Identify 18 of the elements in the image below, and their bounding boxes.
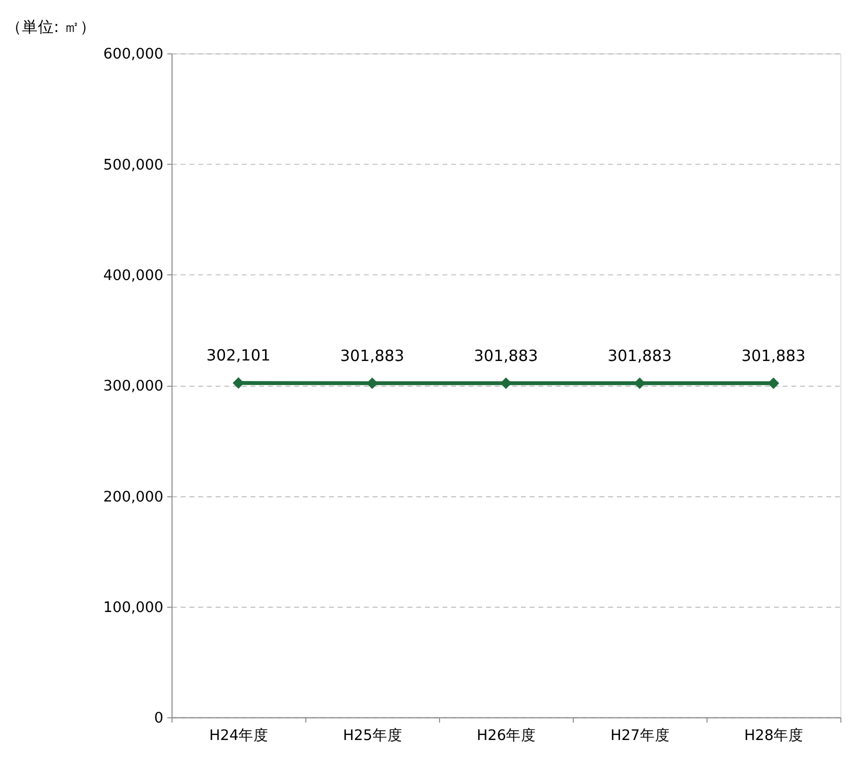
- data-label: 302,101: [206, 346, 270, 365]
- x-tick-label: H24年度: [209, 727, 269, 744]
- y-tick-label: 600,000: [103, 46, 164, 63]
- x-tick-label: H28年度: [744, 727, 804, 744]
- x-tick-label: H26年度: [476, 727, 536, 744]
- data-label: 301,883: [741, 346, 806, 365]
- y-tick-label: 500,000: [103, 157, 164, 174]
- x-tick-label: H27年度: [610, 727, 670, 744]
- y-tick-label: 0: [154, 710, 164, 727]
- data-label: 301,883: [608, 346, 672, 365]
- y-tick-label: 400,000: [103, 268, 164, 284]
- x-tick-label: H25年度: [342, 727, 402, 744]
- y-tick-label: 200,000: [103, 489, 164, 506]
- y-tick-label: 300,000: [103, 378, 164, 395]
- chart-title: （単位: ㎡）: [6, 18, 96, 36]
- y-tick-label: 100,000: [103, 600, 164, 616]
- data-label: 301,883: [474, 346, 538, 365]
- data-label: 301,883: [340, 346, 404, 365]
